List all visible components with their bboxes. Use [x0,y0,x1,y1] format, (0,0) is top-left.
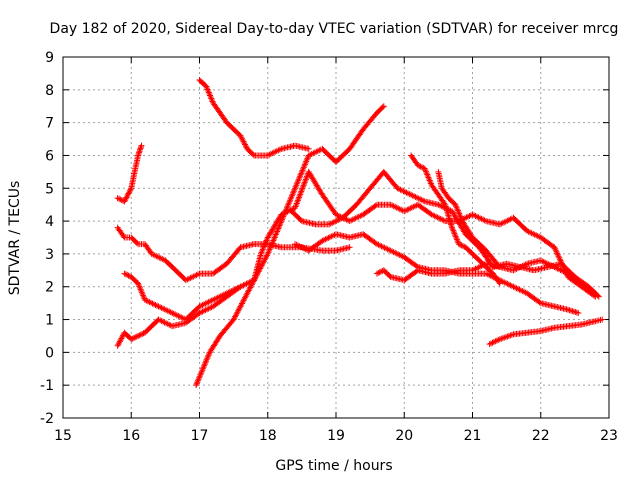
series-markers [486,316,606,348]
series-markers [435,168,503,270]
series-markers [196,76,312,159]
series-l [486,316,606,348]
y-tick-label: 8 [45,83,54,99]
y-tick-label: 7 [45,116,54,132]
y-tick-label: 3 [45,247,54,263]
y-tick-label: -1 [40,378,54,394]
x-tick-label: 20 [395,428,413,444]
x-tick-label: 23 [600,428,618,444]
x-tick-label: 22 [532,428,550,444]
y-tick-label: 2 [45,280,54,296]
y-tick-label: 6 [45,148,54,164]
y-tick-label: -2 [40,411,54,427]
series-markers [408,152,503,287]
y-tick-label: 1 [45,313,54,329]
series-a [114,142,145,205]
y-tick-label: 9 [45,50,54,66]
chart-title: Day 182 of 2020, Sidereal Day-to-day VTE… [50,21,619,37]
x-tick-label: 19 [327,428,345,444]
y-axis-label: SDTVAR / TECUs [7,181,23,296]
series-f [196,76,312,159]
y-tick-label: 4 [45,214,54,230]
data-series [114,76,606,389]
x-axis-label: GPS time / hours [275,458,392,474]
series-markers [114,224,353,284]
series-k [435,168,503,270]
x-tick-label: 18 [259,428,277,444]
series-markers [114,277,258,349]
series-d [114,277,258,349]
series-markers [114,142,145,205]
series-j [408,152,503,287]
series-b [114,224,353,284]
grid-lines [63,57,609,418]
x-tick-label: 15 [54,428,72,444]
y-tick-label: 0 [45,345,54,361]
x-tick-label: 21 [464,428,482,444]
x-tick-label: 17 [191,428,209,444]
x-tick-label: 16 [122,428,140,444]
y-tick-label: 5 [45,181,54,197]
